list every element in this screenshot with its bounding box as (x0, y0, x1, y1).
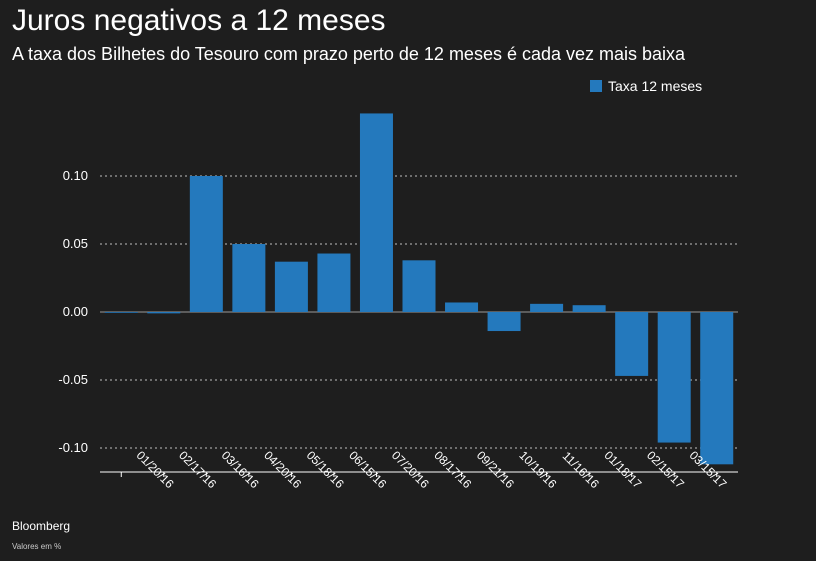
bar (700, 312, 734, 465)
x-tick-label: 08/17/16 (431, 448, 474, 491)
legend-swatch (590, 80, 602, 92)
units-note: Valores em % (12, 542, 62, 551)
legend-label: Taxa 12 meses (608, 78, 703, 94)
x-tick-label: 02/17/16 (176, 448, 219, 491)
bar (274, 261, 308, 312)
bar (359, 113, 393, 312)
x-tick-label: 11/16/16 (560, 449, 603, 492)
y-tick-label: 0.10 (63, 168, 88, 183)
chart-title: Juros negativos a 12 meses (12, 4, 386, 37)
x-tick-label: 01/18/17 (602, 448, 645, 491)
bar (104, 312, 138, 313)
x-tick-label: 07/20/16 (389, 448, 432, 491)
bar (615, 312, 649, 376)
bar (189, 176, 223, 312)
y-tick-label: 0.00 (63, 304, 88, 319)
source-label: Bloomberg (12, 519, 71, 533)
bar (147, 312, 181, 314)
y-tick-label: -0.10 (58, 440, 88, 455)
x-tick-label: 04/20/16 (261, 448, 304, 491)
y-tick-label: -0.05 (58, 372, 88, 387)
x-tick-label: 03/16/16 (219, 448, 262, 491)
x-tick-label: 02/15/17 (644, 448, 687, 491)
x-tick-label: 10/19/16 (516, 448, 559, 491)
x-tick-label: 09/21/16 (474, 448, 517, 491)
bar (657, 312, 691, 443)
x-tick-label: 01/20/16 (134, 448, 177, 491)
bar (487, 312, 521, 332)
bar (445, 302, 479, 312)
bar (530, 303, 564, 312)
bar (317, 253, 351, 312)
x-tick-label: 05/18/16 (304, 448, 347, 491)
legend: Taxa 12 meses (590, 78, 702, 94)
x-tick-label: 06/15/16 (346, 448, 389, 491)
bar (572, 305, 606, 312)
y-tick-label: 0.05 (63, 236, 88, 251)
bar (232, 244, 266, 312)
chart-subtitle: A taxa dos Bilhetes do Tesouro com prazo… (12, 44, 686, 64)
bar (402, 260, 436, 312)
